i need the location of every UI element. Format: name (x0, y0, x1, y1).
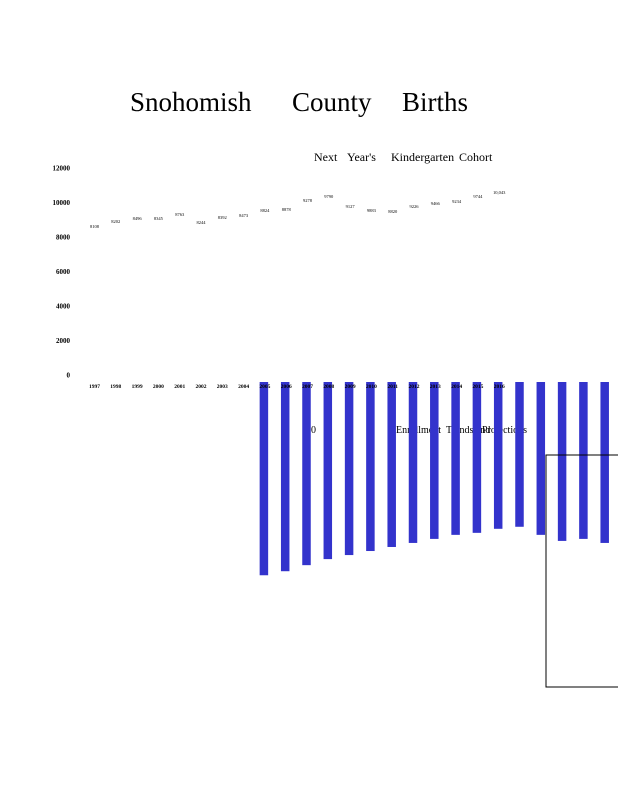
bar-3 (323, 382, 333, 560)
bar-16 (600, 382, 609, 543)
data-label-4: 8763 (175, 212, 185, 217)
data-label-3: 8345 (154, 216, 164, 221)
subtitle-word-1: Next (314, 150, 338, 164)
bar-11 (493, 382, 503, 529)
y-tick-2: 4000 (56, 303, 71, 311)
annotation-number: 20 (306, 425, 316, 436)
x-tick-2004: 2004 (238, 384, 249, 390)
x-tick-2016: 2016 (494, 384, 505, 390)
y-tick-5: 10000 (53, 199, 71, 207)
y-tick-0: 0 (67, 372, 71, 380)
x-tick-2008: 2008 (323, 384, 334, 390)
x-tick-2002: 2002 (196, 384, 207, 390)
title-word-2: County (292, 87, 372, 117)
bar-8 (430, 382, 439, 539)
subtitle-word-4: Cohort (459, 150, 493, 164)
bar-9 (451, 382, 460, 535)
x-tick-2014: 2014 (451, 384, 462, 390)
data-label-15: 9226 (410, 204, 420, 209)
y-tick-1: 2000 (56, 337, 71, 345)
bar-12 (515, 382, 524, 527)
bar-1 (280, 382, 290, 572)
data-label-7: 8473 (239, 213, 249, 218)
title-word-1: Snohomish (130, 87, 252, 117)
data-label-16: 9466 (431, 201, 441, 206)
data-label-14: 8820 (388, 209, 398, 214)
data-label-18: 9744 (473, 194, 483, 199)
bar-5 (366, 382, 375, 552)
x-tick-2005: 2005 (259, 384, 270, 390)
title-word-3: Births (402, 87, 469, 117)
y-axis-ticks: 0 2000 4000 6000 8000 10000 12000 (53, 165, 71, 380)
bar-0 (259, 382, 269, 576)
x-tick-1997: 1997 (89, 384, 100, 390)
bars (259, 382, 609, 576)
data-label-19: 10,043 (493, 190, 506, 196)
data-label-8: 8824 (260, 208, 270, 213)
x-tick-2003: 2003 (217, 384, 228, 390)
data-label-11: 9790 (324, 194, 334, 199)
y-tick-3: 6000 (56, 268, 71, 276)
data-label-17: 9234 (452, 199, 462, 204)
x-tick-2011: 2011 (387, 384, 398, 390)
x-tick-2007: 2007 (302, 384, 313, 390)
subtitle-word-2: Year's (347, 150, 376, 164)
data-label-6: 8392 (218, 215, 227, 220)
projection-box (545, 454, 618, 688)
data-label-1: 8202 (111, 219, 120, 224)
bar-2 (302, 382, 311, 566)
bar-4 (344, 382, 354, 556)
x-axis-ticks: 1997 1998 1999 2000 2001 2002 2003 2004 2005 2006… (89, 384, 505, 390)
bar-10 (472, 382, 482, 533)
annotation-word-2: Trends and (446, 425, 491, 436)
x-tick-2010: 2010 (366, 384, 377, 390)
x-tick-2000: 2000 (153, 384, 164, 390)
annotation-word-1: Enrollment (396, 425, 441, 436)
x-tick-1999: 1999 (132, 384, 143, 390)
data-label-13: 9883 (367, 208, 377, 213)
data-label-5: 8244 (197, 220, 207, 225)
data-label-0: 8108 (90, 224, 100, 229)
x-tick-1998: 1998 (110, 384, 121, 390)
y-tick-4: 8000 (56, 234, 71, 242)
bar-15 (579, 382, 588, 539)
x-tick-2001: 2001 (174, 384, 185, 390)
bar-14 (557, 382, 567, 541)
data-label-2: 8496 (133, 216, 143, 221)
subtitle-word-3: Kindergarten (391, 150, 455, 164)
y-tick-6: 12000 (53, 165, 71, 173)
annotation-word-3: Projections (482, 425, 527, 436)
bar-6 (387, 382, 396, 547)
x-tick-2012: 2012 (409, 384, 420, 390)
x-tick-2015: 2015 (472, 384, 483, 390)
data-labels: 8108 8202 8496 8345 8763 8244 8392 8473 8824 8878… (90, 190, 506, 229)
data-label-12: 9127 (346, 204, 356, 209)
data-label-9: 8878 (282, 207, 292, 212)
x-tick-2006: 2006 (281, 384, 292, 390)
bar-13 (536, 382, 546, 535)
data-label-10: 9278 (303, 198, 313, 203)
bar-7 (408, 382, 418, 543)
x-tick-2009: 2009 (345, 384, 356, 390)
x-tick-2013: 2013 (430, 384, 441, 390)
